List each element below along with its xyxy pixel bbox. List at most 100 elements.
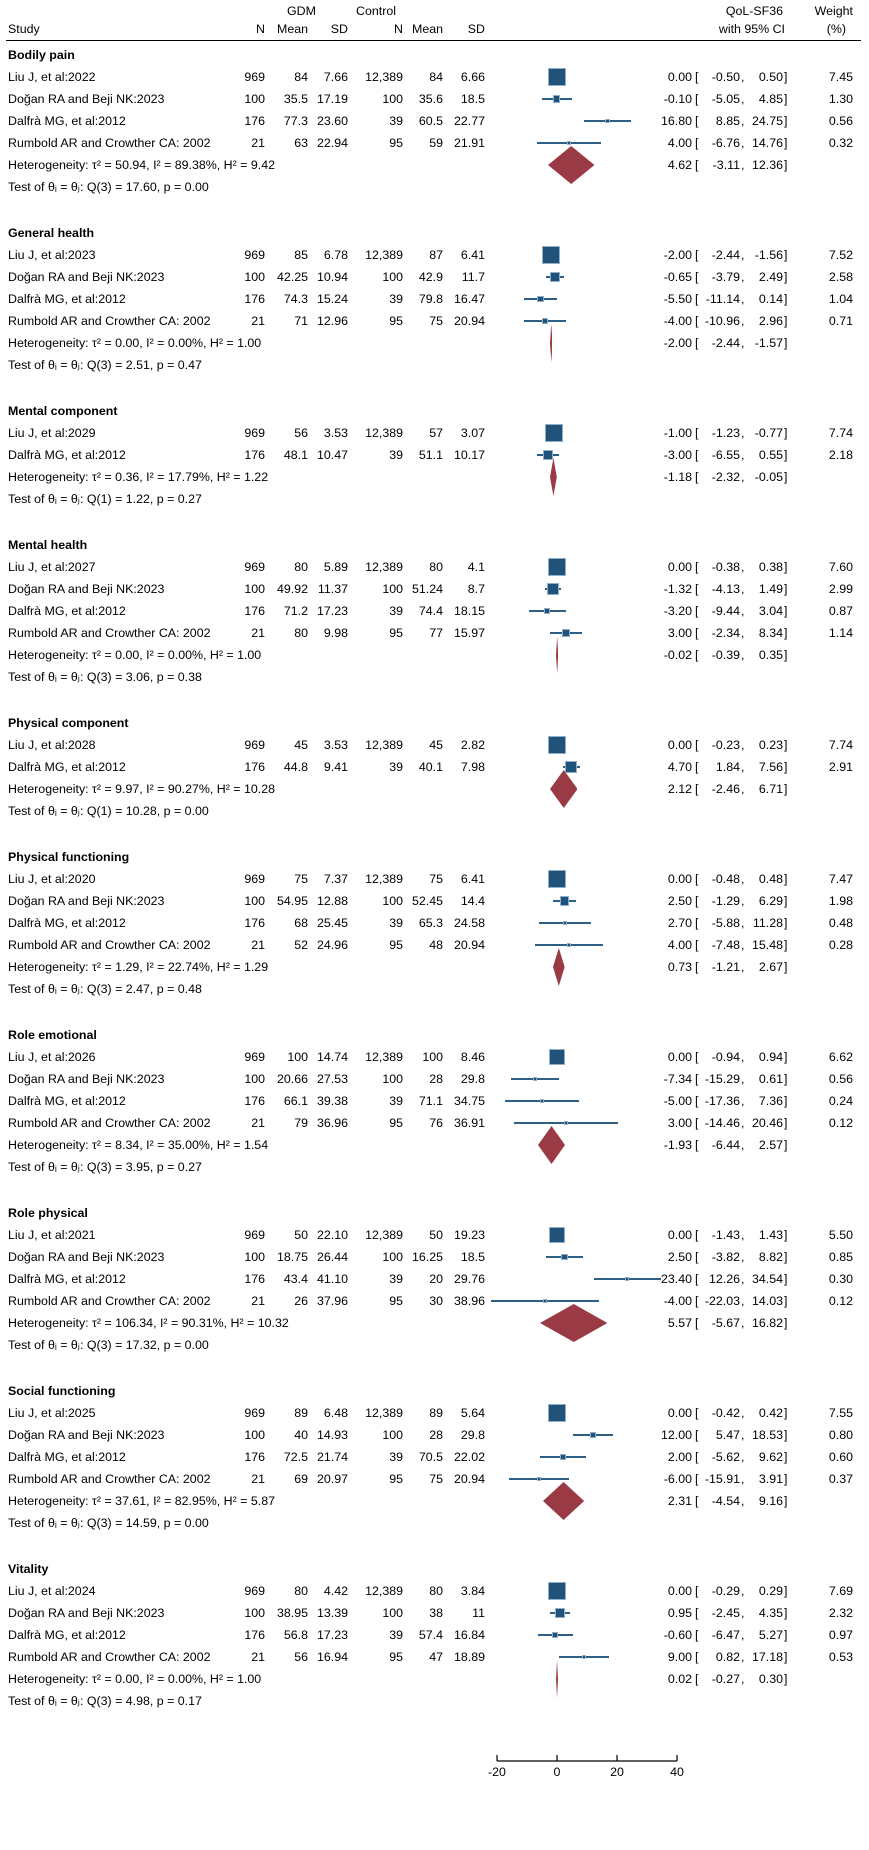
effect-square: [561, 1253, 568, 1261]
ci-lower: -3.11: [712, 158, 740, 172]
gdm-mean: 75: [294, 872, 308, 886]
gdm-n: 176: [244, 1094, 265, 1108]
group-row: General health: [0, 222, 869, 244]
effect-square: [549, 1227, 565, 1243]
ci-open-bracket: [: [695, 1094, 699, 1108]
gdm-sd: 15.24: [316, 292, 348, 306]
forest-body: Bodily pain Liu J, et al:2022 969 84 7.66 12,…: [0, 44, 869, 1736]
ci-close-bracket: ]: [784, 1606, 788, 1620]
gdm-mean: 45: [294, 738, 308, 752]
ci-upper: 0.48: [758, 872, 783, 886]
ci-open-bracket: [: [695, 1450, 699, 1464]
axis-tick-label: 20: [610, 1765, 624, 1779]
effect-square: [542, 318, 548, 324]
gdm-sd: 10.47: [316, 448, 348, 462]
study-name: Liu J, et al:2028: [8, 738, 96, 752]
study-row: Liu J, et al:2029 969 56 3.53 12,389 57 3.07 -1…: [0, 422, 869, 444]
ci-lower: -2.44: [711, 248, 740, 262]
weight-value: 7.55: [828, 1406, 853, 1420]
weight-value: 2.99: [828, 582, 853, 596]
ci-comma: ,: [741, 1316, 745, 1330]
ci-comma: ,: [741, 426, 745, 440]
ci-comma: ,: [741, 560, 745, 574]
ci-comma: ,: [741, 648, 745, 662]
control-mean: 38: [429, 1606, 443, 1620]
control-sd: 29.8: [460, 1072, 485, 1086]
study-name: Dalfrà MG, et al:2012: [8, 292, 126, 306]
ci-upper: 8.82: [758, 1250, 783, 1264]
ci-close-bracket: ]: [784, 448, 788, 462]
effect-estimate: 23.40: [660, 1272, 692, 1286]
control-sd: 36.91: [453, 1116, 485, 1130]
group-label: Vitality: [8, 1562, 49, 1576]
ci-upper: 20.46: [751, 1116, 783, 1130]
study-name: Rumbold AR and Crowther CA: 2002: [8, 1472, 211, 1486]
ci-upper: 5.27: [758, 1628, 783, 1642]
gdm-mean: 56: [294, 1650, 308, 1664]
effect-square: [548, 1048, 566, 1066]
effect-estimate: -2.00: [663, 336, 692, 350]
heterogeneity-text: Heterogeneity: τ² = 106.34, I² = 90.31%,…: [8, 1316, 289, 1330]
ci-close-bracket: ]: [784, 1494, 788, 1508]
ci-comma: ,: [741, 1272, 745, 1286]
gdm-n: 100: [244, 1072, 265, 1086]
effect-square: [567, 141, 571, 145]
gdm-mean: 77.3: [283, 114, 308, 128]
ci-lower: -0.50: [711, 70, 740, 84]
study-name: Liu J, et al:2023: [8, 248, 96, 262]
pooled-diamond: [549, 770, 578, 808]
ci-upper: -1.57: [754, 336, 783, 350]
group-label: Bodily pain: [8, 48, 75, 62]
gdm-n: 969: [244, 872, 265, 886]
control-mean: 79.8: [418, 292, 443, 306]
gdm-sd: 12.88: [316, 894, 348, 908]
control-sd: 16.47: [453, 292, 485, 306]
ci-comma: ,: [741, 894, 745, 908]
control-sd: 8.7: [467, 582, 485, 596]
ci-close-bracket: ]: [784, 560, 788, 574]
effect-estimate: 0.00: [667, 1584, 692, 1598]
study-row: Doğan RA and Beji NK:2023 100 42.25 10.94 10…: [0, 266, 869, 288]
heterogeneity-row: Heterogeneity: τ² = 0.36, I² = 17.79%, H…: [0, 458, 869, 496]
ci-open-bracket: [: [695, 1628, 699, 1642]
test-row: Test of θᵢ = θⱼ: Q(3) = 3.95, p = 0.27: [0, 1156, 869, 1178]
ci-lower: -4.54: [711, 1494, 740, 1508]
gdm-mean: 66.1: [283, 1094, 308, 1108]
weight-value: 0.97: [828, 1628, 853, 1642]
gdm-mean: 63: [294, 136, 308, 150]
ci-open-bracket: [: [695, 938, 699, 952]
gdm-mean: 40: [294, 1428, 308, 1442]
test-row: Test of θᵢ = θⱼ: Q(1) = 10.28, p = 0.00: [0, 800, 869, 822]
ci-comma: ,: [741, 136, 745, 150]
ci-upper: 0.50: [758, 70, 783, 84]
effect-estimate: 16.80: [660, 114, 692, 128]
gdm-sd: 11.37: [317, 582, 348, 596]
group-label: Social functioning: [8, 1384, 116, 1398]
test-text: Test of θᵢ = θⱼ: Q(3) = 2.51, p = 0.47: [8, 358, 202, 372]
study-name: Dalfrà MG, et al:2012: [8, 1272, 126, 1286]
ci-lower: -11.14: [705, 292, 740, 306]
ci-upper: 0.94: [758, 1050, 783, 1064]
control-n: 95: [389, 1650, 403, 1664]
control-n: 12,389: [365, 426, 403, 440]
ci-open-bracket: [: [695, 70, 699, 84]
ci-close-bracket: ]: [784, 1316, 788, 1330]
study-name: Doğan RA and Beji NK:2023: [8, 1428, 165, 1442]
ci-upper: 3.91: [758, 1472, 783, 1486]
control-sd: 38.96: [453, 1294, 485, 1308]
gdm-sd: 41.10: [316, 1272, 348, 1286]
ci-close-bracket: ]: [784, 248, 788, 262]
ci-upper: 18.53: [751, 1428, 783, 1442]
gdm-group-header: GDM: [287, 4, 316, 18]
ci-comma: ,: [741, 938, 745, 952]
study-row: Dalfrà MG, et al:2012 176 74.3 15.24 39 79.8 1…: [0, 288, 869, 310]
study-row: Dalfrà MG, et al:2012 176 71.2 17.23 39 74.4 1…: [0, 600, 869, 622]
ci-comma: ,: [741, 1050, 745, 1064]
effect-estimate: 0.73: [667, 960, 692, 974]
heterogeneity-text: Heterogeneity: τ² = 1.29, I² = 22.74%, H…: [8, 960, 269, 974]
study-name: Rumbold AR and Crowther CA: 2002: [8, 1116, 211, 1130]
ci-comma: ,: [741, 1450, 745, 1464]
group-label: Mental health: [8, 538, 88, 552]
ci-upper: 15.48: [751, 938, 783, 952]
effect-estimate: -7.34: [663, 1072, 692, 1086]
